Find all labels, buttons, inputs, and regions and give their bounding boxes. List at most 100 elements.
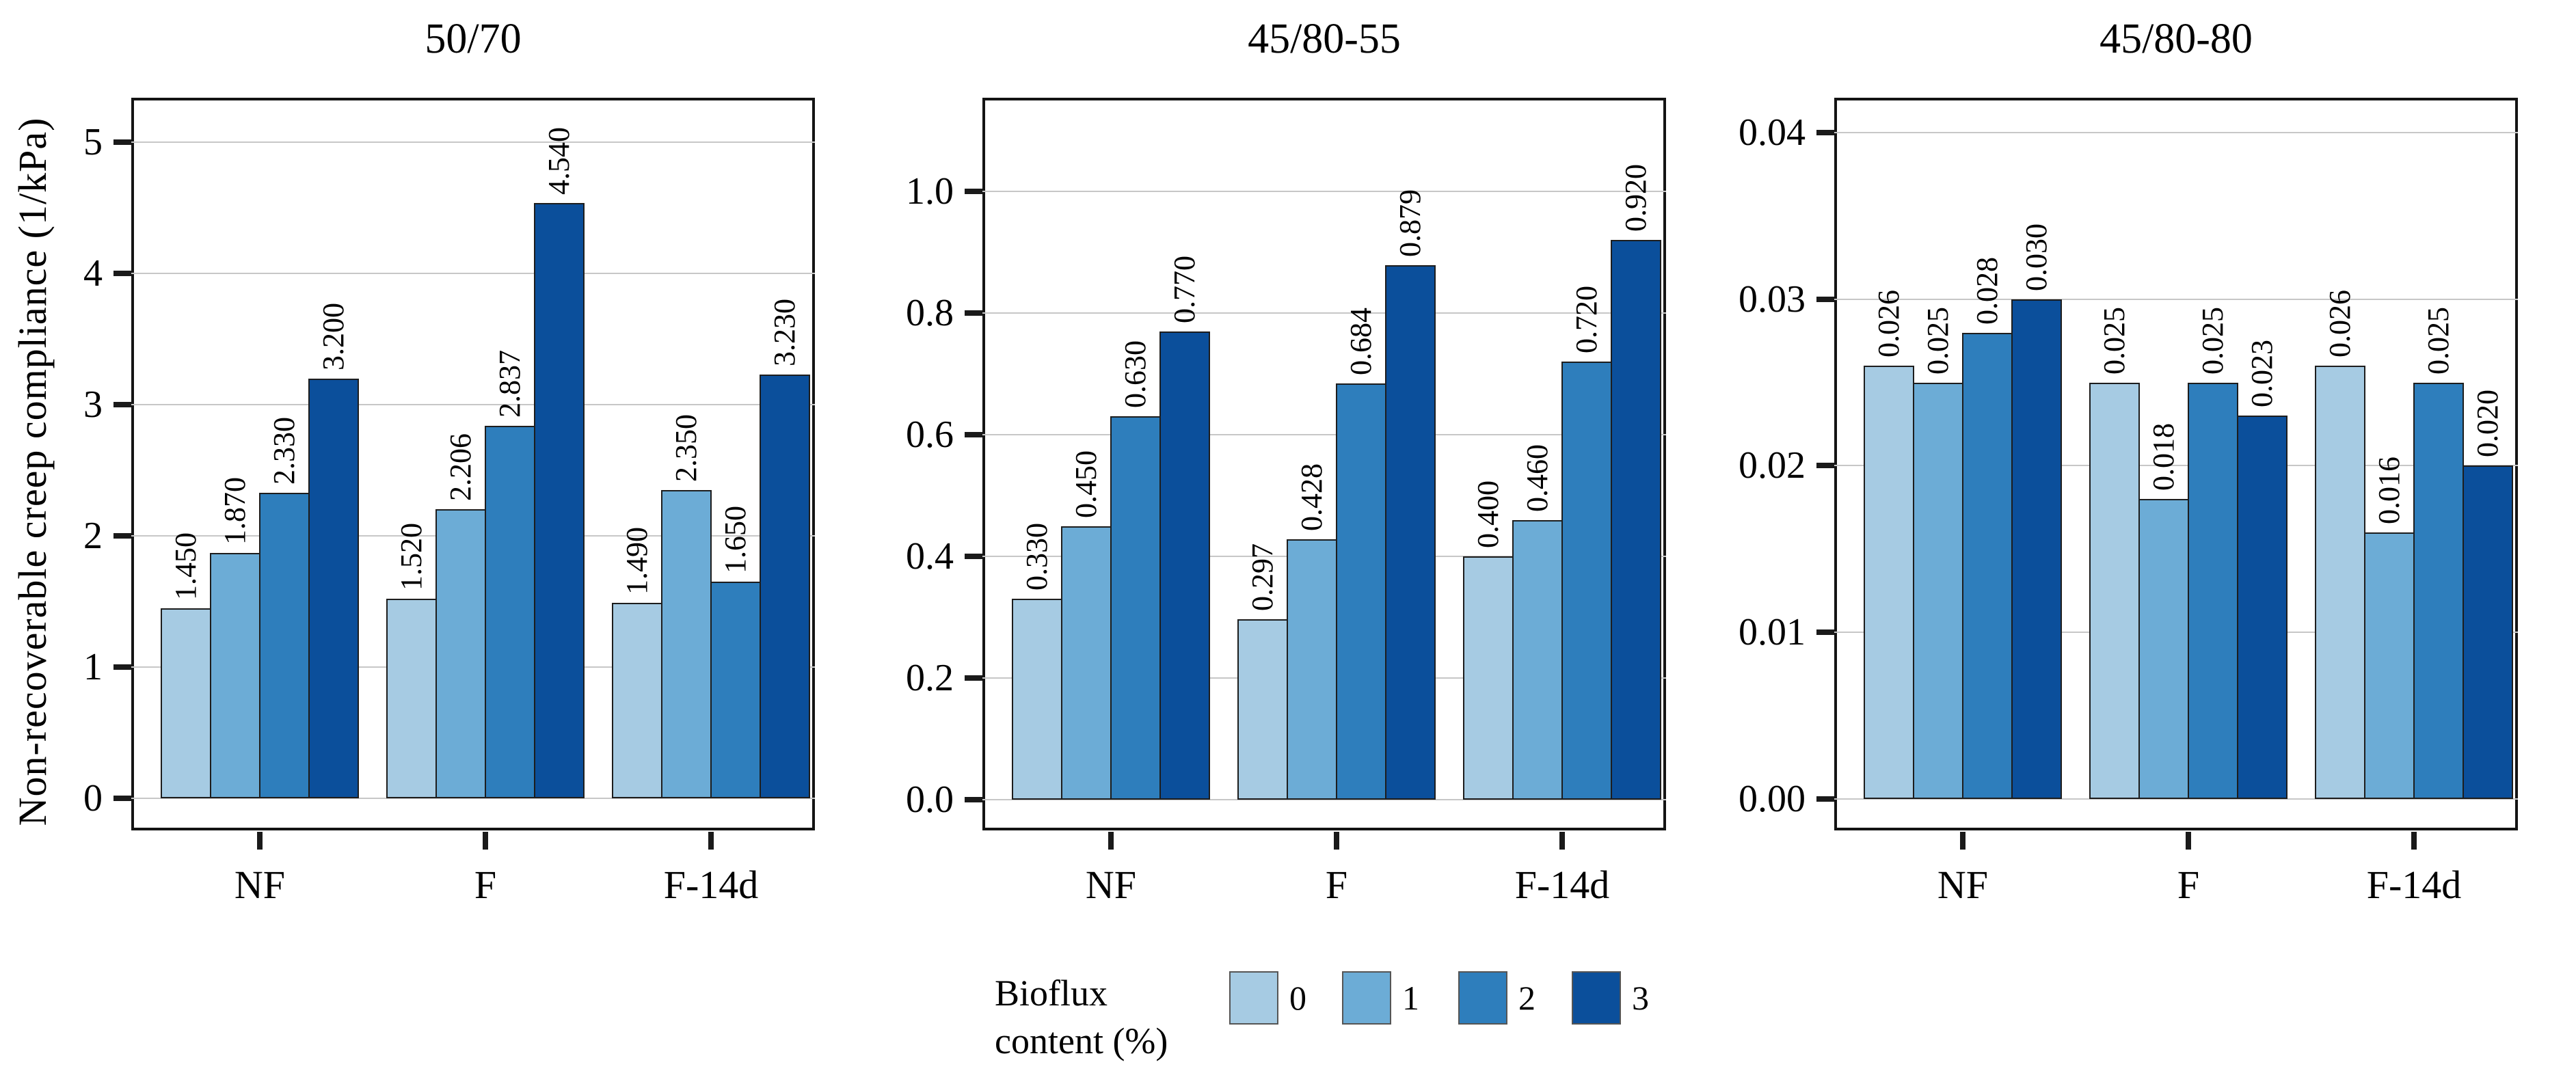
y-tick-mark xyxy=(965,432,982,438)
y-tick-mark xyxy=(965,675,982,681)
bar xyxy=(2138,499,2189,799)
legend-entry-label: 3 xyxy=(1632,979,1649,1017)
bar-value-label: 4.540 xyxy=(542,126,576,195)
x-tick-mark xyxy=(2186,832,2191,850)
bar xyxy=(1463,556,1514,800)
bar xyxy=(1561,362,1612,800)
x-tick-mark xyxy=(1334,832,1339,850)
y-tick-mark xyxy=(1816,463,1834,469)
gridline xyxy=(982,798,1666,800)
bar xyxy=(1962,332,2013,799)
bar xyxy=(2463,465,2513,799)
bar xyxy=(1864,366,1914,799)
bar xyxy=(485,426,535,798)
bar xyxy=(386,599,437,798)
legend-title: Bioflux content (%) xyxy=(995,973,1168,1061)
x-tick-label: F xyxy=(474,863,497,907)
bar xyxy=(1512,519,1563,800)
gridline xyxy=(1834,298,2518,300)
legend-swatch xyxy=(1458,971,1507,1025)
y-tick-label: 2 xyxy=(83,515,103,558)
x-tick-mark xyxy=(483,832,488,850)
bar xyxy=(760,374,810,798)
bar xyxy=(308,378,359,798)
y-tick-label: 0.02 xyxy=(1739,444,1806,487)
bar-value-label: 2.330 xyxy=(267,416,301,485)
bar xyxy=(661,489,712,798)
x-tick-label: F-14d xyxy=(663,863,759,907)
legend-swatch xyxy=(1342,971,1391,1025)
x-tick-label: F xyxy=(2177,863,2200,907)
bar xyxy=(1237,619,1288,800)
bar xyxy=(2364,532,2415,799)
bar-value-label: 0.016 xyxy=(2372,456,2406,524)
bar-value-label: 3.200 xyxy=(317,302,350,370)
bar xyxy=(1110,416,1161,800)
y-tick-mark xyxy=(113,664,131,670)
bar-value-label: 0.879 xyxy=(1393,189,1427,257)
y-tick-mark xyxy=(113,795,131,801)
bar xyxy=(534,202,585,798)
bar-value-label: 0.025 xyxy=(2196,306,2229,375)
bar-value-label: 0.030 xyxy=(2020,223,2053,291)
bar-value-label: 0.428 xyxy=(1295,463,1328,532)
y-tick-mark xyxy=(113,271,131,277)
y-tick-mark xyxy=(965,554,982,559)
y-tick-label: 1.0 xyxy=(906,170,954,213)
legend-swatch xyxy=(1572,971,1621,1025)
bar xyxy=(2188,382,2238,799)
y-tick-mark xyxy=(1816,130,1834,136)
gridline xyxy=(131,797,815,799)
gridline xyxy=(1834,798,2518,800)
y-tick-label: 5 xyxy=(83,121,103,164)
bar-value-label: 0.684 xyxy=(1344,308,1378,376)
bar-value-label: 0.025 xyxy=(1921,306,1955,375)
bar xyxy=(1611,240,1661,800)
bar xyxy=(2413,382,2464,799)
x-tick-mark xyxy=(2411,832,2417,850)
bar xyxy=(1336,383,1386,800)
y-tick-label: 0.6 xyxy=(906,414,954,457)
bar-value-label: 0.026 xyxy=(2323,290,2357,358)
y-tick-label: 0.8 xyxy=(906,292,954,335)
bar-value-label: 2.350 xyxy=(669,414,703,482)
bar xyxy=(1913,382,1963,799)
bar-value-label: 0.920 xyxy=(1619,164,1652,232)
panel-title: 50/70 xyxy=(425,16,522,62)
gridline xyxy=(131,141,815,144)
y-axis-title: Non-recoverable creep compliance (1/kPa) xyxy=(10,117,55,826)
bar-value-label: 0.026 xyxy=(1872,290,1905,358)
panel-title: 45/80-55 xyxy=(1248,16,1401,62)
bar-value-label: 0.330 xyxy=(1020,523,1054,591)
bar xyxy=(2011,299,2062,799)
legend-entry-label: 1 xyxy=(1402,979,1419,1017)
gridline xyxy=(1834,465,2518,467)
y-tick-label: 0.00 xyxy=(1739,777,1806,820)
bar xyxy=(1061,526,1112,800)
y-tick-mark xyxy=(965,796,982,802)
bar-value-label: 0.023 xyxy=(2245,340,2279,408)
y-tick-mark xyxy=(113,402,131,408)
gridline xyxy=(982,312,1666,314)
bar-value-label: 0.028 xyxy=(1970,256,2004,325)
y-tick-label: 0.03 xyxy=(1739,277,1806,321)
gridline xyxy=(131,404,815,406)
y-tick-mark xyxy=(113,139,131,146)
y-tick-label: 4 xyxy=(83,252,103,295)
bar xyxy=(259,492,310,798)
bar-value-label: 1.870 xyxy=(218,477,252,545)
x-tick-label: NF xyxy=(234,863,286,907)
y-tick-mark xyxy=(965,310,982,316)
bar-value-label: 0.450 xyxy=(1069,450,1103,518)
bar xyxy=(612,602,662,798)
bar xyxy=(2089,382,2140,799)
y-tick-mark xyxy=(113,533,131,539)
bar-value-label: 0.018 xyxy=(2147,423,2180,491)
x-tick-mark xyxy=(1108,832,1114,850)
x-tick-label: NF xyxy=(1937,863,1989,907)
panel-title: 45/80-80 xyxy=(2099,16,2253,62)
bar-value-label: 0.460 xyxy=(1520,444,1554,512)
legend-entry-label: 0 xyxy=(1289,979,1306,1017)
x-tick-label: F-14d xyxy=(2366,863,2462,907)
